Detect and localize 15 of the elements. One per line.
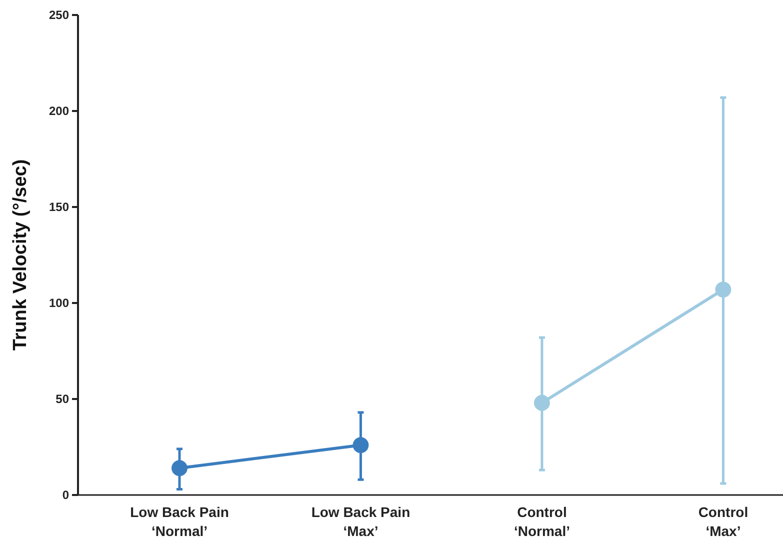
point — [172, 460, 188, 476]
y-tick-label: 250 — [48, 8, 70, 22]
x-tick-label: Low Back Pain ‘Normal’ — [130, 504, 229, 539]
point — [352, 437, 369, 454]
y-axis-title: Trunk Velocity (°/sec) — [10, 159, 31, 351]
y-tick-label: 200 — [48, 104, 70, 118]
y-tick-label: 150 — [48, 200, 70, 214]
x-tick-label: Low Back Pain ‘Max’ — [311, 504, 410, 539]
point — [715, 282, 732, 298]
y-tick-label: 50 — [56, 392, 70, 406]
x-tick-label: Control ‘Max’ — [698, 504, 748, 539]
point — [534, 394, 550, 411]
x-tick-label: Control ‘Normal’ — [514, 504, 570, 539]
y-tick-label: 100 — [48, 296, 70, 310]
y-tick-label: 0 — [62, 488, 70, 502]
